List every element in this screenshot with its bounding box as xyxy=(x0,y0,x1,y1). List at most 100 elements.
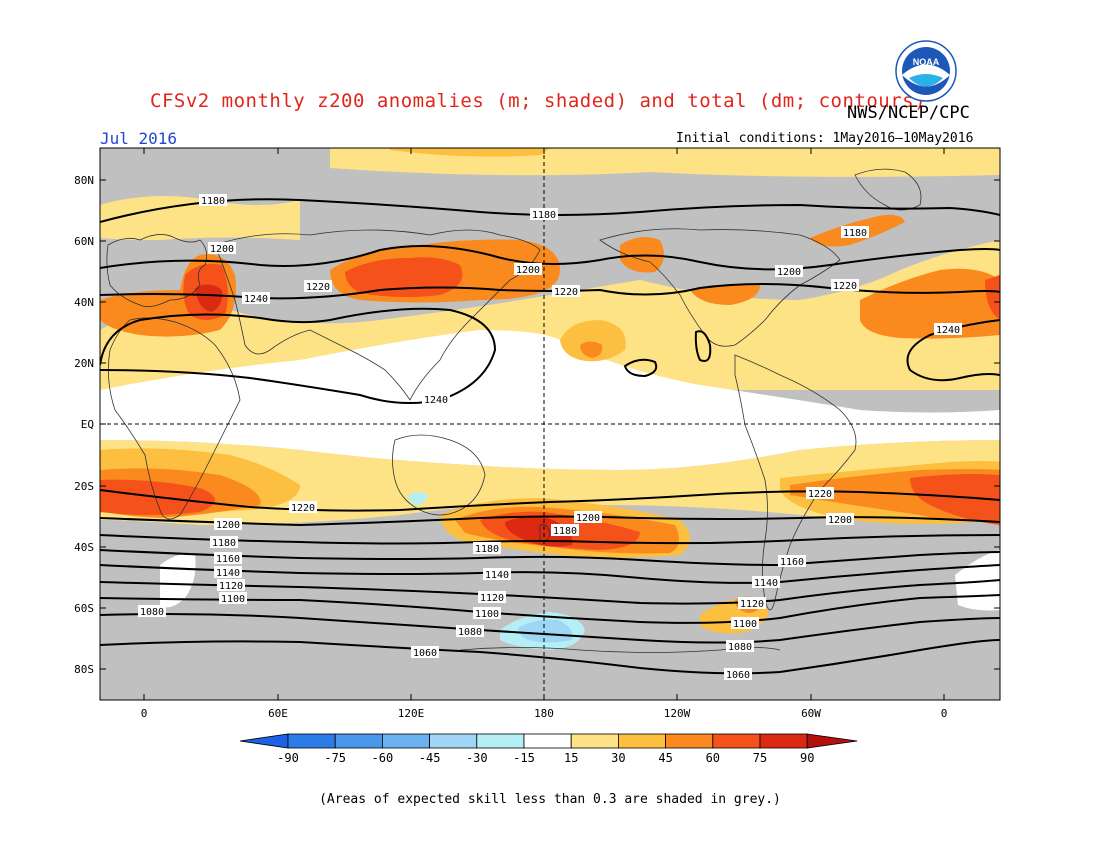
contour-label: 1120 xyxy=(738,597,766,610)
svg-text:1060: 1060 xyxy=(413,648,437,659)
svg-text:1080: 1080 xyxy=(140,607,164,618)
latitude-label: EQ xyxy=(81,418,94,431)
longitude-label: 60W xyxy=(801,707,821,720)
svg-text:1180: 1180 xyxy=(212,538,236,549)
colorbar-cell xyxy=(712,733,761,749)
colorbar-tick-label: 30 xyxy=(611,751,625,765)
colorbar-tick-label: -60 xyxy=(372,751,394,765)
svg-text:NOAA: NOAA xyxy=(913,57,940,67)
latitude-label: 20S xyxy=(74,480,94,493)
contour-label: 1060 xyxy=(724,668,752,681)
latitude-label: 60N xyxy=(74,235,94,248)
longitude-label: 60E xyxy=(268,707,288,720)
colorbar-tick-label: 15 xyxy=(564,751,578,765)
initial-conditions: Initial conditions: 1May2016–10May2016 xyxy=(676,131,974,146)
svg-text:1080: 1080 xyxy=(728,642,752,653)
longitude-label: 120E xyxy=(398,707,425,720)
svg-text:1200: 1200 xyxy=(576,513,600,524)
anomaly-45-pacific-small xyxy=(580,341,603,358)
contour-label: 1200 xyxy=(574,511,602,524)
contour-label: 1180 xyxy=(473,542,501,555)
svg-text:1200: 1200 xyxy=(210,244,234,255)
svg-text:1100: 1100 xyxy=(733,619,757,630)
colorbar-tick-label: -75 xyxy=(324,751,346,765)
svg-text:1200: 1200 xyxy=(828,515,852,526)
anomaly-45-namerica-east xyxy=(860,268,1000,339)
colorbar-tick-label: -90 xyxy=(277,751,299,765)
colorbar-cell xyxy=(759,733,808,749)
axis-ticks xyxy=(100,148,1000,700)
anomaly-45-namerica-west xyxy=(690,284,760,305)
contour-label: 1180 xyxy=(530,208,558,221)
colorbar-cell xyxy=(570,733,619,749)
colorbar-cell xyxy=(287,733,336,749)
contour-label: 1140 xyxy=(214,566,242,579)
latitude-label: 80S xyxy=(74,663,94,676)
anomaly-60-satlantic xyxy=(910,474,1000,525)
colorbar-arrow-left xyxy=(239,733,289,749)
svg-text:1100: 1100 xyxy=(221,594,245,605)
colorbar-cell xyxy=(429,733,478,749)
anomaly-neutral-tropics xyxy=(100,330,1000,470)
anomaly-75-europe xyxy=(195,284,223,312)
longitude-label: 0 xyxy=(941,707,948,720)
colorbar-tick-label: 90 xyxy=(800,751,814,765)
colorbar-tick-label: 75 xyxy=(753,751,767,765)
latitude-label: 40S xyxy=(74,541,94,554)
longitude-label: 0 xyxy=(141,707,148,720)
svg-text:1220: 1220 xyxy=(808,489,832,500)
colorbar-cell xyxy=(665,733,714,749)
contour-label: 1140 xyxy=(483,568,511,581)
contour-label: 1180 xyxy=(199,194,227,207)
contour-label: 1140 xyxy=(752,576,780,589)
height-contours xyxy=(100,198,1000,675)
anomaly-60-atlantic xyxy=(985,275,1000,320)
contour-label: 1080 xyxy=(726,640,754,653)
anomaly-15-northsea xyxy=(100,196,300,240)
anomaly-30-pacific xyxy=(560,320,626,362)
contour-label: 1180 xyxy=(210,536,238,549)
latitude-label: 40N xyxy=(74,296,94,309)
anomaly-neg-15-australia xyxy=(408,492,428,505)
svg-text:1100: 1100 xyxy=(475,609,499,620)
contour-label: 1100 xyxy=(731,617,759,630)
contour-label: 1200 xyxy=(208,242,236,255)
forecast-month: Jul 2016 xyxy=(100,129,178,148)
latitude-labels: 80N 60N 40N 20N EQ 20S 40S 60S 80S xyxy=(74,174,94,676)
colorbar-cell xyxy=(334,733,383,749)
svg-text:1160: 1160 xyxy=(216,554,240,565)
svg-text:1200: 1200 xyxy=(516,265,540,276)
svg-text:1240: 1240 xyxy=(424,395,448,406)
colorbar-tick-label: 45 xyxy=(658,751,672,765)
svg-text:1220: 1220 xyxy=(306,282,330,293)
contour-label: 1220 xyxy=(552,285,580,298)
agency-label: NWS/NCEP/CPC xyxy=(847,103,970,123)
svg-text:1140: 1140 xyxy=(754,578,778,589)
contour-label: 1160 xyxy=(778,555,806,568)
svg-text:1140: 1140 xyxy=(485,570,509,581)
svg-text:1220: 1220 xyxy=(554,287,578,298)
svg-text:1220: 1220 xyxy=(291,503,315,514)
svg-text:1180: 1180 xyxy=(553,526,577,537)
svg-text:1200: 1200 xyxy=(777,267,801,278)
svg-text:1180: 1180 xyxy=(201,196,225,207)
contour-label: 1180 xyxy=(841,226,869,239)
contour-label: 1080 xyxy=(456,625,484,638)
svg-text:1120: 1120 xyxy=(480,593,504,604)
longitude-label: 180 xyxy=(534,707,554,720)
svg-text:1120: 1120 xyxy=(740,599,764,610)
contour-label: 1080 xyxy=(138,605,166,618)
contour-label: 1200 xyxy=(775,265,803,278)
longitude-labels: 0 60E 120E 180 120W 60W 0 xyxy=(141,707,948,720)
contour-label: 1220 xyxy=(304,280,332,293)
contour-label: 1240 xyxy=(934,323,962,336)
contour-label: 1200 xyxy=(514,263,542,276)
contour-label: 1240 xyxy=(242,292,270,305)
footnote: (Areas of expected skill less than 0.3 a… xyxy=(319,792,781,807)
colorbar-tick-label: -15 xyxy=(513,751,535,765)
contour-label: 1200 xyxy=(826,513,854,526)
svg-text:1180: 1180 xyxy=(532,210,556,221)
colorbar-cell xyxy=(381,733,430,749)
contour-label: 1120 xyxy=(478,591,506,604)
